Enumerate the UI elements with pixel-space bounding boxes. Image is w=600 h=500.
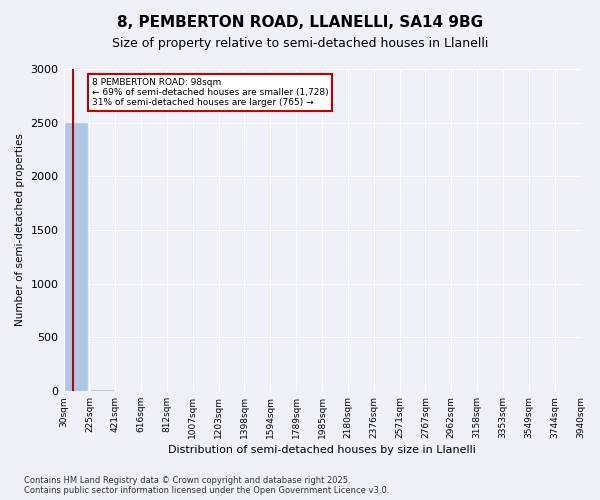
Bar — [91, 390, 113, 391]
Text: 8 PEMBERTON ROAD: 98sqm
← 69% of semi-detached houses are smaller (1,728)
31% of: 8 PEMBERTON ROAD: 98sqm ← 69% of semi-de… — [92, 78, 329, 108]
Text: Contains HM Land Registry data © Crown copyright and database right 2025.
Contai: Contains HM Land Registry data © Crown c… — [24, 476, 389, 495]
Bar — [65, 124, 88, 391]
Text: 8, PEMBERTON ROAD, LLANELLI, SA14 9BG: 8, PEMBERTON ROAD, LLANELLI, SA14 9BG — [117, 15, 483, 30]
Y-axis label: Number of semi-detached properties: Number of semi-detached properties — [15, 134, 25, 326]
X-axis label: Distribution of semi-detached houses by size in Llanelli: Distribution of semi-detached houses by … — [168, 445, 476, 455]
Text: Size of property relative to semi-detached houses in Llanelli: Size of property relative to semi-detach… — [112, 38, 488, 51]
